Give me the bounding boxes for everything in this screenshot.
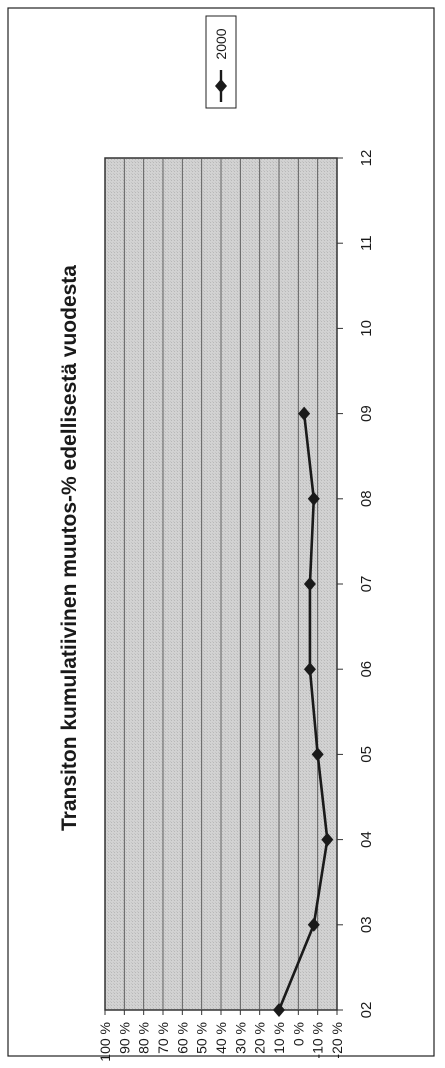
legend-box	[205, 15, 237, 109]
x-tick-label: 02	[358, 1002, 375, 1019]
x-tick-label: 07	[358, 576, 375, 593]
y-tick-label: 40 %	[213, 1022, 229, 1054]
x-tick-label: 05	[358, 746, 375, 763]
data-point	[307, 917, 320, 932]
legend-series-label: 2000	[213, 28, 229, 59]
y-tick-label: 0 %	[290, 1022, 306, 1046]
x-tick-label: 11	[358, 235, 375, 251]
y-tick-label: 100 %	[97, 1022, 113, 1062]
x-tick-label: 03	[358, 916, 375, 933]
y-tick-label: -10 %	[310, 1022, 326, 1059]
y-tick-label: 30 %	[232, 1022, 248, 1054]
x-tick-label: 10	[358, 320, 375, 337]
y-tick-label: 60 %	[174, 1022, 190, 1054]
legend: 2000	[205, 15, 237, 109]
y-tick-label: 90 %	[116, 1022, 132, 1054]
y-axis-labels: 100 % 90 % 80 % 70 % 60 % 50 % 40 % 30 % 20 % 10 …	[97, 1022, 345, 1062]
x-tick-label: 08	[358, 490, 375, 507]
y-tick-label: 20 %	[252, 1022, 268, 1054]
y-tick-label: 50 %	[194, 1022, 210, 1054]
data-point	[321, 832, 334, 847]
legend-diamond-marker	[215, 79, 227, 93]
data-point	[307, 491, 320, 506]
y-tick-label: 70 %	[155, 1022, 171, 1054]
x-tick-label: 04	[358, 831, 375, 848]
y-tick-label: 10 %	[271, 1022, 287, 1054]
series-layer	[273, 406, 334, 1017]
data-point	[311, 747, 324, 762]
y-tick-label: 80 %	[136, 1022, 152, 1054]
gridlines	[123, 158, 319, 1010]
x-tick-label: 12	[358, 150, 375, 167]
chart-title: Transiton kumulatiivinen muutos-% edelli…	[58, 265, 81, 831]
series-line	[277, 413, 329, 1011]
data-point	[303, 662, 316, 677]
data-point	[303, 577, 316, 591]
data-point	[298, 406, 311, 421]
data-point	[273, 1003, 285, 1017]
x-tick-label: 09	[358, 405, 375, 422]
y-tick-label: -20 %	[329, 1022, 345, 1059]
x-axis-ticks	[337, 157, 343, 1011]
x-axis-labels: 02 03 04 05 06 07 08 09 10 11 12	[358, 150, 375, 1019]
y-axis-ticks	[104, 1010, 338, 1015]
x-tick-label: 06	[358, 661, 375, 678]
